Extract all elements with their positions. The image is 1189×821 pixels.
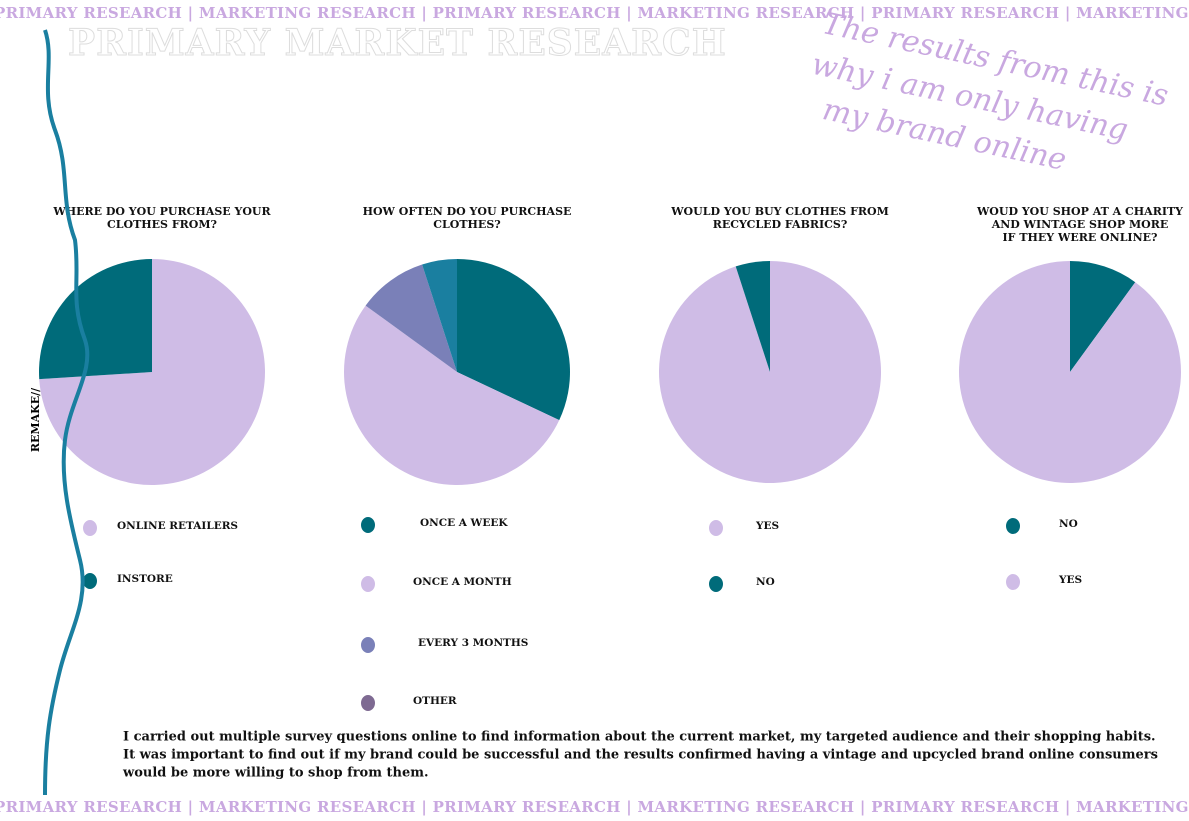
chart-title: IF THEY WERE ONLINE? <box>1003 231 1158 244</box>
legend-dot <box>1006 518 1020 534</box>
pie-slice <box>39 259 266 485</box>
pie-slice <box>457 259 570 421</box>
legend-label: YES <box>755 520 779 532</box>
pie-slice <box>959 261 1181 483</box>
legend-label: NO <box>1059 518 1078 530</box>
chart-title: CLOTHES FROM? <box>107 218 217 231</box>
paragraph-line: It was important to find out if my brand… <box>123 748 1158 763</box>
legend-dot <box>83 520 97 536</box>
legend-dot <box>361 695 375 711</box>
pie-slice <box>735 261 770 372</box>
legend-label: OTHER <box>413 695 457 707</box>
chart-title: AND WINTAGE SHOP MORE <box>991 218 1169 231</box>
legend-label: ONLINE RETAILERS <box>117 520 238 532</box>
legend-label: YES <box>1058 574 1082 586</box>
chart-title: WHERE DO YOU PURCHASE YOUR <box>52 205 271 218</box>
pie-slice <box>365 264 457 372</box>
note: The results from this is why i am only h… <box>809 6 1172 178</box>
chart-title: HOW OFTEN DO YOU PURCHASE <box>363 205 572 218</box>
river-decoration <box>43 29 90 796</box>
legend-dot <box>361 517 375 533</box>
chart-title: WOULD YOU BUY CLOTHES FROM <box>670 205 889 218</box>
legend-dot <box>709 520 723 536</box>
legend-dot <box>709 576 723 592</box>
heading: PRIMARY MARKET RESEARCH <box>68 22 727 64</box>
side-label: REMAKE// <box>29 387 42 452</box>
banner-top: PRIMARY RESEARCH | MARKETING RESEARCH | … <box>0 4 1189 22</box>
pie-slice <box>38 259 152 380</box>
legend-label: ONCE A WEEK <box>420 517 508 529</box>
chart-title: RECYCLED FABRICS? <box>713 218 848 231</box>
legend-dot <box>1006 574 1020 590</box>
paragraph-line: I carried out multiple survey questions … <box>123 730 1156 745</box>
legend-label: EVERY 3 MONTHS <box>418 637 528 649</box>
pie-slice <box>1070 261 1136 372</box>
legend-label: INSTORE <box>117 573 173 585</box>
legend-dot <box>83 573 97 589</box>
chart-title: WOUD YOU SHOP AT A CHARITY <box>976 205 1183 218</box>
pie-slice <box>659 261 882 484</box>
pie-slice <box>344 305 560 485</box>
legend-dot <box>361 637 375 653</box>
legend-dot <box>361 576 375 592</box>
banner-bottom: PRIMARY RESEARCH | MARKETING RESEARCH | … <box>0 798 1189 816</box>
legend-label: NO <box>756 576 775 588</box>
pie-slice <box>422 259 457 372</box>
paragraph-line: would be more willing to shop from them. <box>122 766 429 781</box>
chart-title: CLOTHES? <box>433 218 500 231</box>
legend-label: ONCE A MONTH <box>413 576 512 588</box>
